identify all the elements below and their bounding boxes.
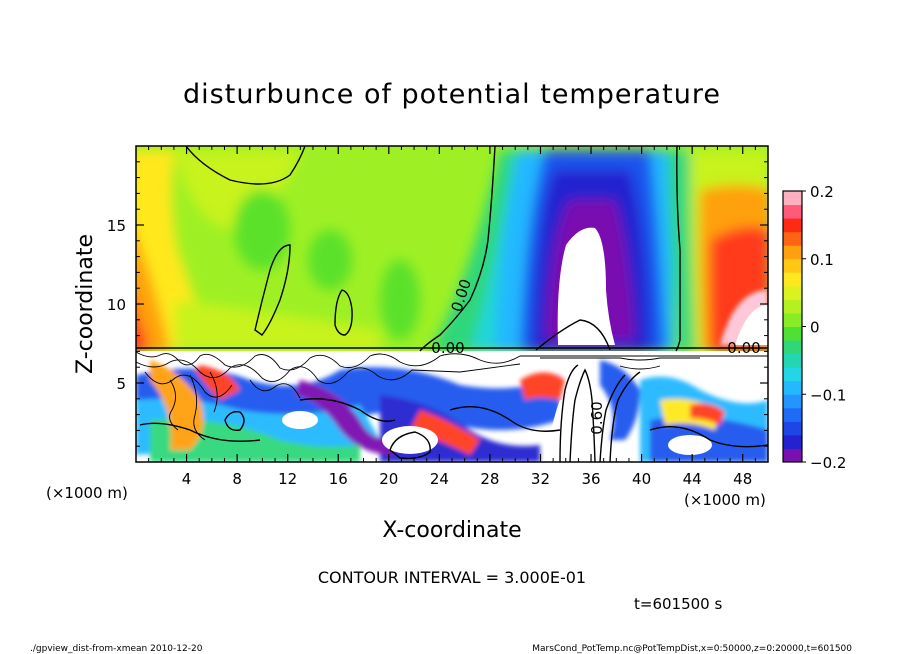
colorbar-cell — [783, 380, 802, 395]
time-stamp: t=601500 s — [634, 595, 722, 613]
colorbar-cell — [783, 231, 802, 246]
chart-title: disturbunce of potential temperature — [183, 79, 721, 110]
colorbar-cell — [783, 204, 802, 219]
colorbar-cell — [783, 340, 802, 355]
colorbar-cell — [783, 434, 802, 449]
colorbar-cell — [783, 353, 802, 368]
colorbar-cell — [783, 448, 802, 463]
y-tick-label: 10 — [107, 296, 126, 314]
x-tick-label: 20 — [379, 470, 398, 488]
colorbar-cell — [783, 421, 802, 436]
footer-right-note: MarsCond_PotTemp.nc@PotTempDist,x=0:5000… — [532, 644, 852, 654]
x-tick-label: 4 — [182, 470, 192, 488]
y-tick-label: 5 — [116, 375, 126, 393]
colorbar-cell — [783, 394, 802, 409]
contour-label: 0.00 — [431, 339, 464, 357]
x-axis-label: X-coordinate — [382, 518, 521, 543]
colorbar-cell — [783, 272, 802, 287]
colorbar-cell — [783, 191, 802, 206]
colorbar-cell — [783, 326, 802, 341]
x-tick-label: 28 — [480, 470, 499, 488]
colorbar-tick-label: 0 — [810, 319, 820, 337]
y-tick-label: 15 — [107, 217, 126, 235]
x-tick-label: 32 — [531, 470, 550, 488]
x-tick-label: 16 — [329, 470, 348, 488]
x-tick-label: 40 — [632, 470, 651, 488]
colorbar-tick-label: −0.2 — [810, 454, 846, 472]
footer-left-note: ./gpview_dist-from-xmean 2010-12-20 — [30, 644, 203, 654]
colorbar-cell — [783, 312, 802, 327]
x-unit-right: (×1000 m) — [684, 491, 766, 509]
x-tick-label: 44 — [683, 470, 702, 488]
x-tick-label: 36 — [581, 470, 600, 488]
colorbar-cell — [783, 258, 802, 273]
x-tick-label: 48 — [733, 470, 752, 488]
colorbar-tick-label: 0.1 — [810, 251, 834, 269]
colorbar-cell — [783, 218, 802, 233]
x-tick-label: 8 — [232, 470, 242, 488]
x-tick-label: 12 — [278, 470, 297, 488]
colorbar: 0.2 0.1 0 −0.1 −0.2 — [782, 183, 846, 472]
x-tick-label: 24 — [430, 470, 449, 488]
colorbar-cell — [783, 285, 802, 300]
colorbar-tick-label: 0.2 — [810, 183, 834, 201]
inversion-contours — [136, 351, 768, 441]
contour-interval-text: CONTOUR INTERVAL = 3.000E-01 — [318, 568, 586, 587]
contour-lines — [136, 146, 768, 462]
colorbar-cell — [783, 407, 802, 422]
contour-label: 0.00 — [727, 339, 760, 357]
colorbar-cell — [783, 299, 802, 314]
plot-area — [136, 146, 768, 462]
y-axis-label: Z-coordinate — [73, 234, 98, 374]
colorbar-cell — [783, 245, 802, 260]
min-core — [557, 227, 615, 345]
x-axis: 4 8 12 16 20 24 28 32 36 40 44 48 — [148, 146, 756, 488]
contour-label-group: 0.00 0.00 0.00 0.60 — [431, 277, 760, 435]
y-axis: 5 10 15 — [107, 161, 768, 447]
contour-label: 0.60 — [588, 401, 606, 434]
x-unit-left: (×1000 m) — [46, 484, 128, 502]
colorbar-tick-label: −0.1 — [810, 386, 846, 404]
colorbar-cell — [783, 367, 802, 382]
